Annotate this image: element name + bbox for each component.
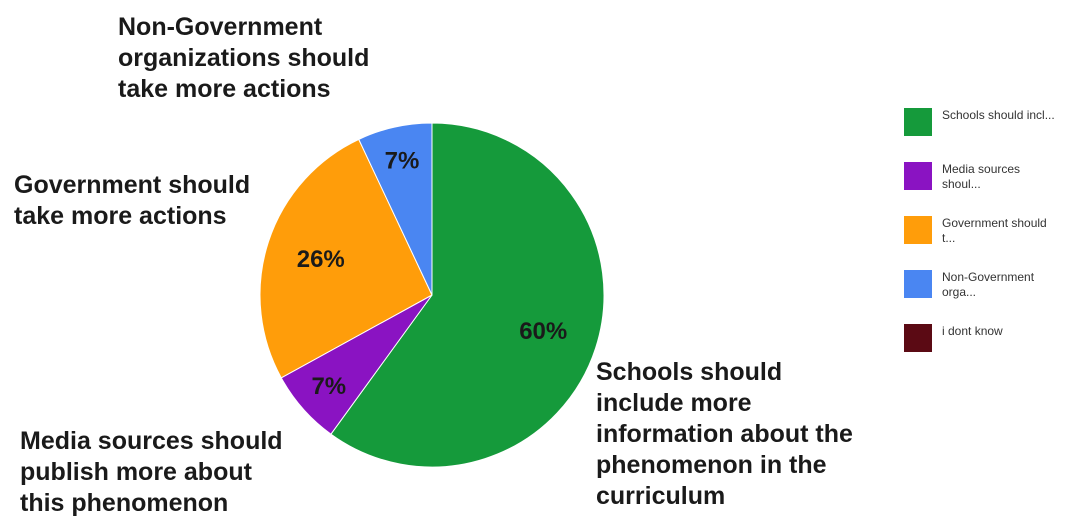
pie-slices: [259, 122, 605, 468]
pie-slice[interactable]: [358, 122, 433, 296]
legend-item-media[interactable]: Media sources shoul...: [904, 162, 1084, 200]
legend-swatch: [904, 108, 932, 136]
legend-item-dont-know[interactable]: i dont know: [904, 324, 1084, 362]
percent-label: 26%: [297, 246, 345, 273]
legend-label: Government should t...: [942, 216, 1047, 245]
legend-label: i dont know: [942, 324, 1003, 338]
label-ngo: Non-Government organizations should take…: [118, 13, 370, 103]
percent-labels: 60% 7% 26% 7%: [297, 148, 568, 400]
pie-slice[interactable]: [259, 138, 433, 379]
label-schools: Schools should include more information …: [596, 358, 853, 510]
legend-label: Schools should incl...: [942, 108, 1055, 122]
percent-label: 7%: [311, 373, 346, 400]
label-media: Media sources should publish more about …: [20, 427, 283, 517]
label-government: Government should take more actions: [14, 171, 251, 230]
chart-legend: Schools should incl... Media sources sho…: [904, 108, 1084, 378]
legend-label: Media sources shoul...: [942, 162, 1021, 191]
legend-swatch: [904, 216, 932, 244]
legend-item-schools[interactable]: Schools should incl...: [904, 108, 1084, 146]
pie-slice[interactable]: [330, 122, 605, 468]
legend-swatch: [904, 270, 932, 298]
legend-item-government[interactable]: Government should t...: [904, 216, 1084, 254]
percent-label: 7%: [385, 148, 420, 175]
legend-swatch: [904, 324, 932, 352]
legend-swatch: [904, 162, 932, 190]
percent-label: 60%: [519, 318, 567, 345]
legend-item-ngo[interactable]: Non-Government orga...: [904, 270, 1084, 308]
legend-label: Non-Government orga...: [942, 270, 1035, 299]
